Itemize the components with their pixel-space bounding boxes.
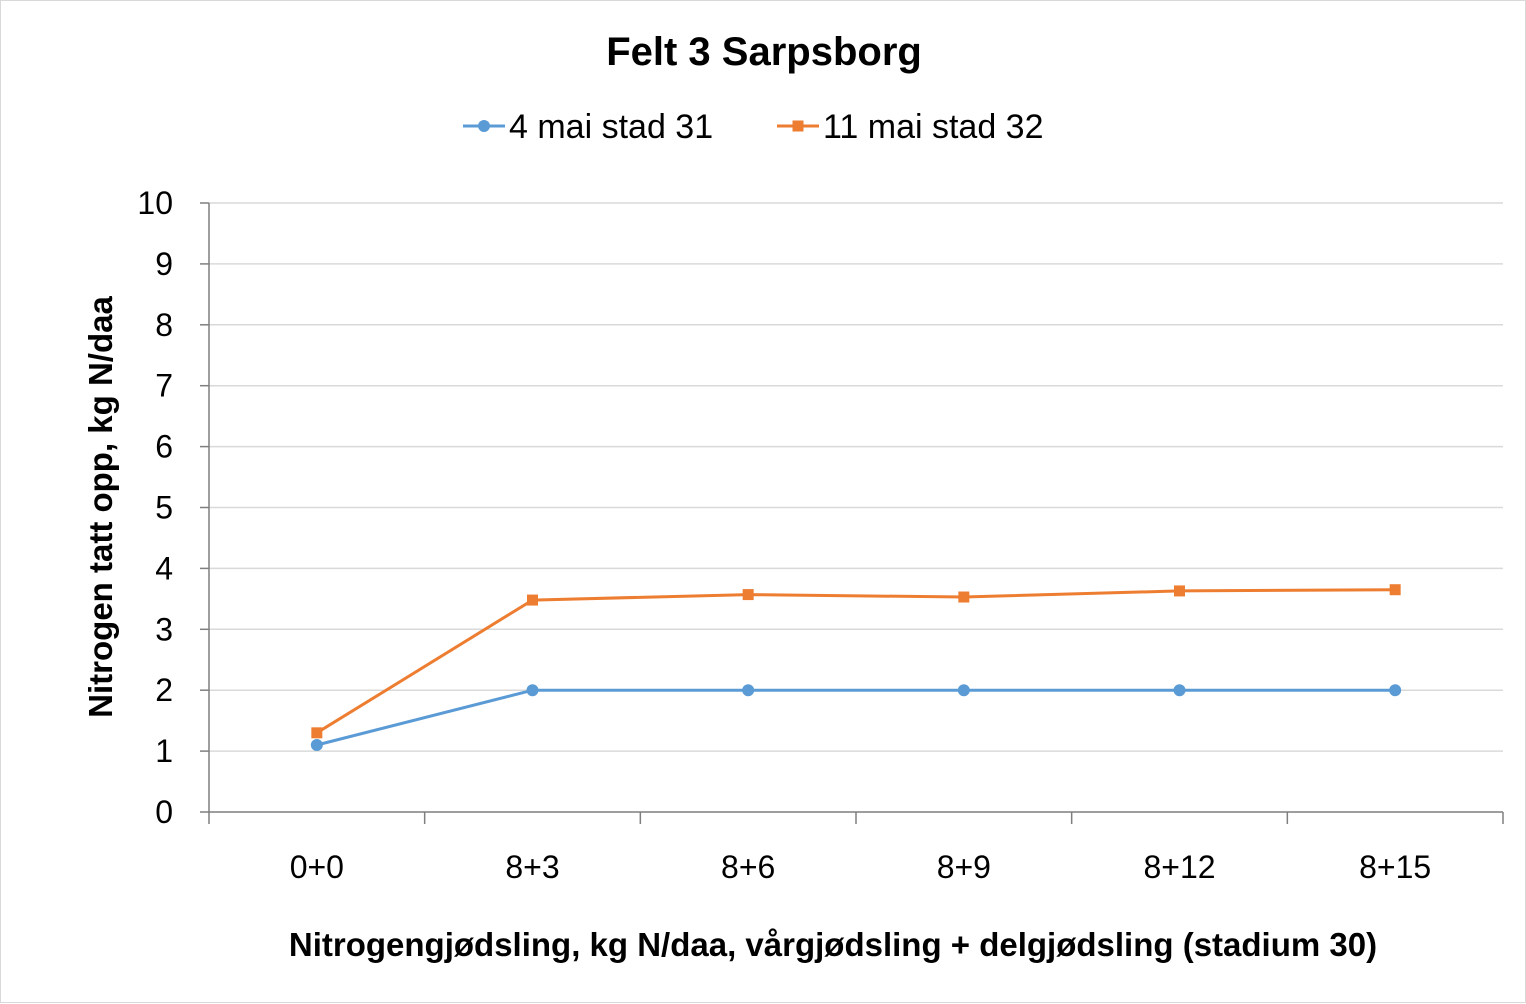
- series-2: [311, 584, 1401, 739]
- data-point: [957, 684, 970, 697]
- x-tick-label: 8+9: [937, 849, 991, 885]
- y-tick-labels: 0 1 2 3 4 5 6 7 8 9 10: [137, 185, 173, 830]
- x-axis-title: Nitrogengjødsling, kg N/daa, vårgjødslin…: [289, 926, 1377, 963]
- data-point: [958, 591, 970, 603]
- y-tick-label: 4: [155, 550, 173, 586]
- data-point: [1389, 684, 1402, 697]
- gridlines: [209, 202, 1503, 752]
- y-tick-label: 6: [155, 429, 173, 465]
- data-point: [742, 589, 754, 601]
- y-tick-label: 0: [155, 794, 173, 830]
- x-tick-label: 8+6: [721, 849, 775, 885]
- y-axis-title: Nitrogen tatt opp, kg N/daa: [82, 296, 119, 718]
- legend: 4 mai stad 31 11 mai stad 32: [463, 108, 1044, 146]
- legend-label: 11 mai stad 32: [823, 108, 1044, 146]
- y-tick-label: 2: [155, 672, 173, 708]
- legend-item-2: 11 mai stad 32: [777, 108, 1044, 146]
- y-tick-label: 8: [155, 307, 173, 343]
- legend-item-1: 4 mai stad 31: [463, 108, 713, 146]
- data-point: [527, 594, 538, 606]
- data-point: [742, 684, 755, 697]
- axes: [200, 202, 1504, 824]
- legend-marker: [792, 120, 804, 132]
- data-point: [1173, 684, 1186, 697]
- y-tick-label: 7: [155, 368, 173, 404]
- legend-label: 4 mai stad 31: [509, 108, 713, 146]
- series-1: [310, 684, 1402, 752]
- y-tick-label: 9: [155, 246, 173, 282]
- legend-marker: [478, 120, 490, 132]
- y-tick-label: 10: [137, 185, 173, 221]
- x-tick-labels: 0+0 8+3 8+6 8+9 8+12 8+15: [290, 849, 1432, 885]
- y-tick-label: 1: [155, 733, 173, 769]
- data-point: [526, 684, 539, 697]
- y-tick-label: 3: [155, 611, 173, 647]
- x-tick-label: 8+3: [505, 849, 559, 885]
- chart-title: Felt 3 Sarpsborg: [606, 30, 922, 74]
- data-point: [1174, 585, 1185, 597]
- x-tick-label: 0+0: [290, 849, 344, 885]
- series-line: [316, 588, 1396, 735]
- y-tick-label: 5: [155, 490, 173, 526]
- data-point: [1389, 584, 1401, 596]
- series-group: [310, 584, 1402, 752]
- x-tick-label: 8+15: [1359, 849, 1431, 885]
- x-tick-label: 8+12: [1143, 849, 1215, 885]
- data-point: [311, 727, 323, 739]
- series-line: [316, 688, 1396, 747]
- data-point: [310, 739, 323, 752]
